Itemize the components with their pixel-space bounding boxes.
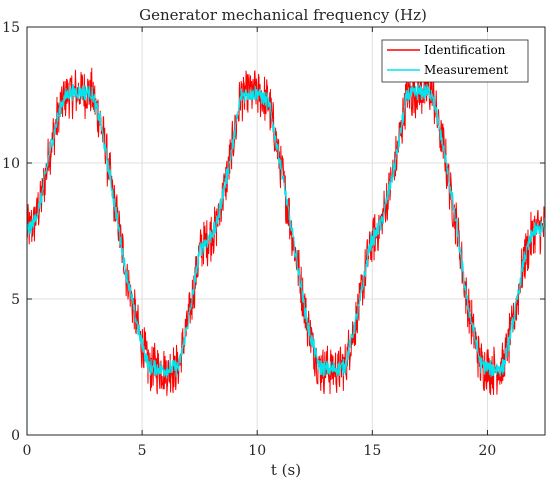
plot-area bbox=[27, 27, 545, 435]
x-tick-label: 0 bbox=[23, 443, 32, 459]
legend-label-measurement: Measurement bbox=[424, 63, 508, 77]
series-line-measurement bbox=[26, 82, 546, 435]
y-tick-label: 15 bbox=[2, 20, 20, 36]
series-layer bbox=[26, 67, 546, 435]
y-tick-label: 10 bbox=[2, 156, 20, 172]
y-axis: 0 5 10 15 bbox=[2, 20, 545, 444]
x-tick-label: 20 bbox=[479, 443, 497, 459]
x-tick-label: 15 bbox=[363, 443, 381, 459]
x-tick-label: 5 bbox=[138, 443, 147, 459]
legend-label-identification: Identification bbox=[424, 43, 506, 57]
chart-title: Generator mechanical frequency (Hz) bbox=[139, 6, 427, 24]
legend: Identification Measurement bbox=[381, 39, 529, 83]
y-tick-label: 5 bbox=[11, 292, 20, 308]
plot-frame bbox=[26, 26, 546, 436]
x-axis: 0 5 10 15 20 bbox=[23, 27, 497, 459]
x-axis-label: t (s) bbox=[271, 461, 301, 479]
series-line-identification bbox=[26, 67, 546, 435]
y-tick-label: 0 bbox=[11, 428, 20, 444]
x-tick-label: 10 bbox=[248, 443, 266, 459]
legend-box bbox=[381, 39, 529, 83]
